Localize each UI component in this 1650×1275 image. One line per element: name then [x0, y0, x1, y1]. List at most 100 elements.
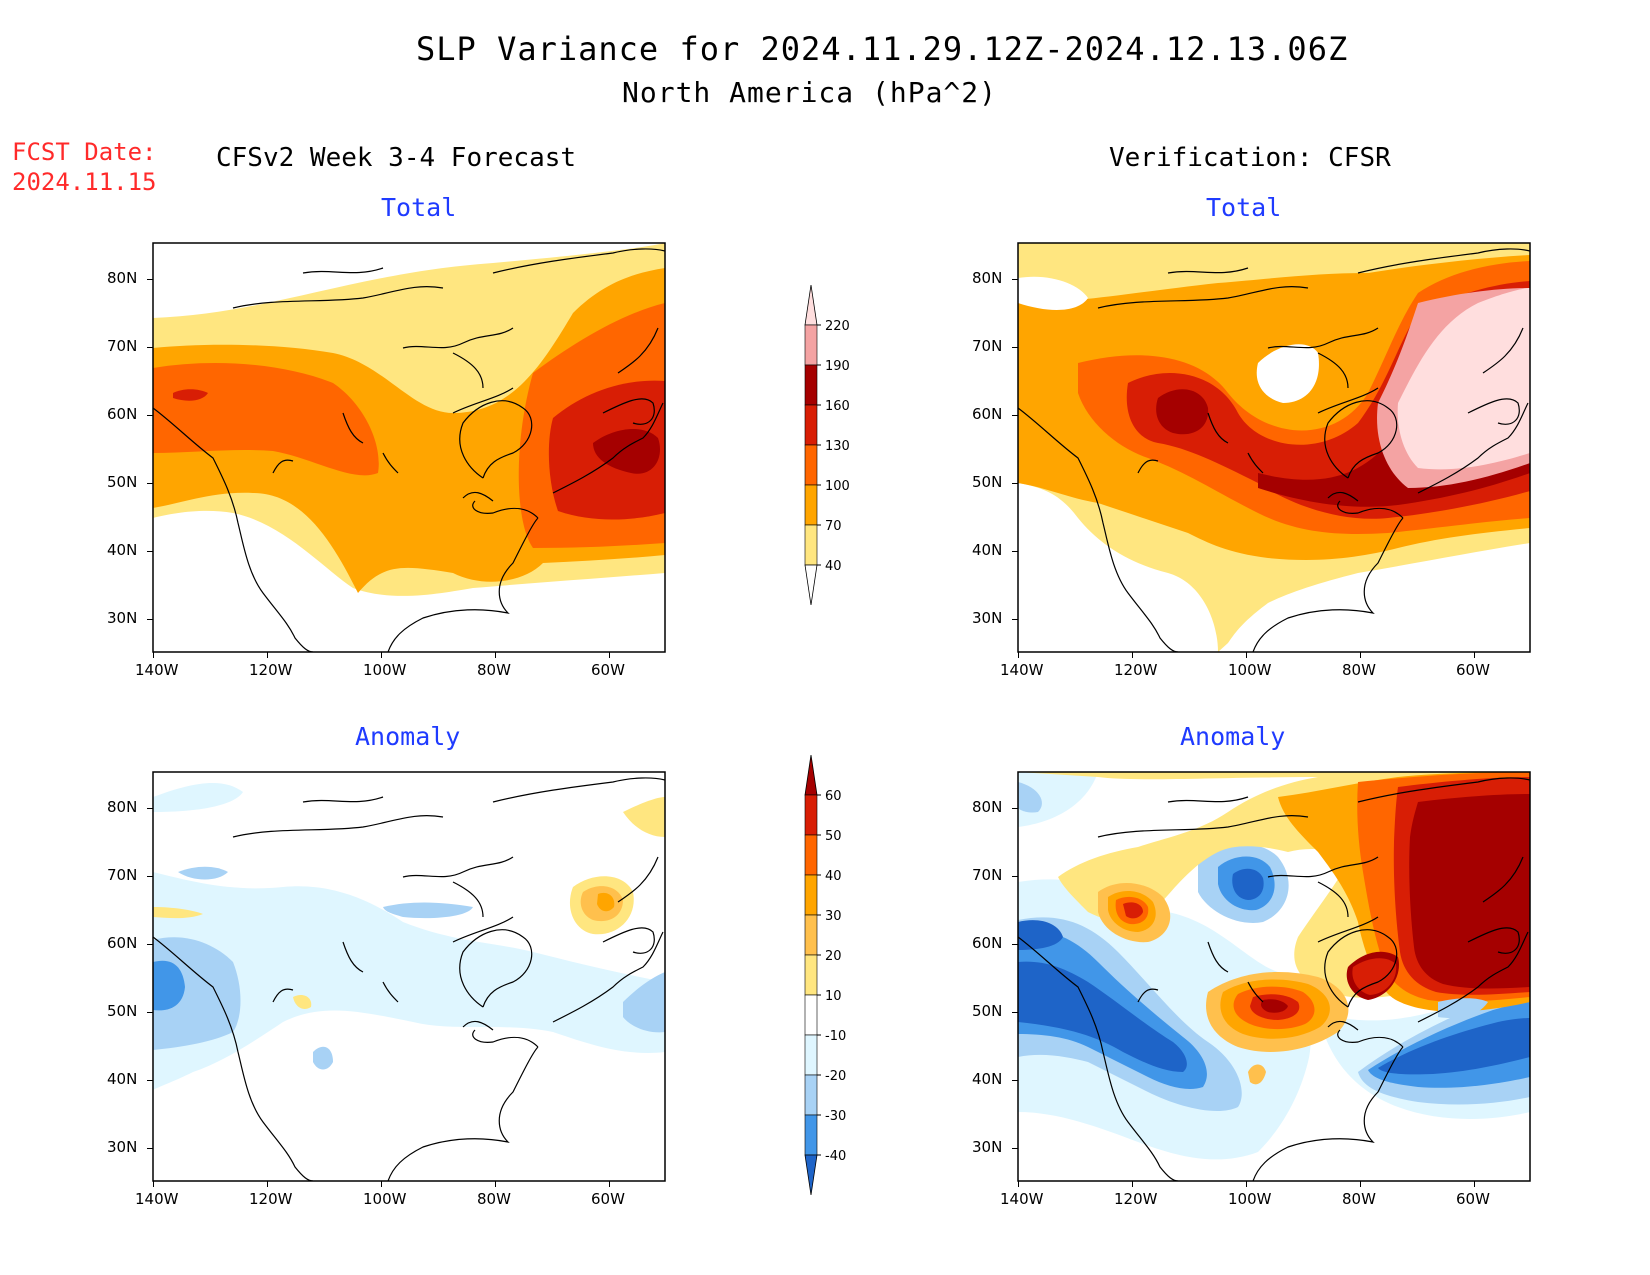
lat-tick-label: 50N — [972, 473, 1003, 491]
colorbar-anomaly-swatch — [804, 794, 818, 836]
map-subtitle: North America (hPa^2) — [622, 76, 998, 109]
lon-tick-label: 100W — [363, 1190, 407, 1208]
lon-tick-label: 60W — [1456, 661, 1490, 679]
lat-tick-mark — [147, 808, 153, 809]
colorbar-total-label: 160 — [825, 399, 850, 414]
lat-tick-mark — [1012, 347, 1018, 348]
lat-tick-mark — [1012, 1148, 1018, 1149]
lat-tick-label: 30N — [972, 1138, 1003, 1156]
colorbar-anomaly-swatch — [804, 914, 818, 956]
lat-tick-label: 60N — [107, 934, 138, 952]
lat-tick-label: 30N — [107, 1138, 138, 1156]
lon-tick-label: 60W — [591, 661, 625, 679]
lat-tick-mark — [147, 1148, 153, 1149]
lon-tick-mark — [609, 652, 610, 658]
lat-tick-label: 60N — [972, 405, 1003, 423]
colorbar-total-swatch — [804, 524, 818, 566]
lon-tick-label: 60W — [591, 1190, 625, 1208]
colorbar-total-swatch — [804, 404, 818, 446]
lon-tick-label: 80W — [1342, 1190, 1376, 1208]
lat-tick-mark — [1012, 944, 1018, 945]
colorbar-anomaly: 60 50 40 30 20 10 -10 -20 -30 -40 — [804, 754, 846, 1196]
lat-tick-mark — [1012, 483, 1018, 484]
colorbar-total-swatch — [804, 364, 818, 406]
lon-tick-label: 100W — [363, 661, 407, 679]
lon-tick-mark — [267, 652, 268, 658]
lon-tick-mark — [1360, 1181, 1361, 1187]
lon-tick-label: 60W — [1456, 1190, 1490, 1208]
lat-tick-mark — [1012, 415, 1018, 416]
lat-tick-label: 40N — [972, 541, 1003, 559]
colorbar-anomaly-label: -20 — [825, 1069, 846, 1084]
colorbar-anomaly-swatch — [804, 994, 818, 1036]
ver-total-title: Total — [1206, 193, 1282, 222]
colorbar-total-swatch — [804, 324, 818, 366]
lat-tick-label: 80N — [972, 269, 1003, 287]
lon-tick-label: 100W — [1228, 1190, 1272, 1208]
fc-anomaly-title: Anomaly — [355, 722, 461, 751]
colorbar-total-label: 220 — [825, 319, 850, 334]
lon-tick-mark — [1474, 1181, 1475, 1187]
forecast-column-title: CFSv2 Week 3-4 Forecast — [216, 143, 577, 173]
lon-tick-label: 120W — [1114, 661, 1158, 679]
colorbar-total-label: 190 — [825, 359, 850, 374]
colorbar-anomaly-label: -40 — [825, 1149, 846, 1164]
lon-tick-mark — [1018, 652, 1019, 658]
colorbar-anomaly-label: 20 — [825, 949, 842, 964]
colorbar-anomaly-label: -30 — [825, 1109, 846, 1124]
lat-tick-label: 70N — [107, 337, 138, 355]
lat-tick-mark — [1012, 808, 1018, 809]
fcst-date-value: 2024.11.15 — [12, 168, 157, 196]
lat-tick-mark — [1012, 279, 1018, 280]
lon-tick-label: 120W — [249, 1190, 293, 1208]
colorbar-anomaly-label: -10 — [825, 1029, 846, 1044]
lat-tick-label: 70N — [972, 866, 1003, 884]
colorbar-anomaly-label: 40 — [825, 869, 842, 884]
colorbar-anomaly-swatch — [804, 1034, 818, 1076]
lon-tick-mark — [1474, 652, 1475, 658]
lon-tick-mark — [267, 1181, 268, 1187]
colorbar-total-swatch — [804, 444, 818, 486]
lon-tick-mark — [495, 652, 496, 658]
lat-tick-mark — [147, 876, 153, 877]
map-title: SLP Variance for 2024.11.29.12Z-2024.12.… — [416, 30, 1349, 68]
colorbar-anomaly-label: 30 — [825, 909, 842, 924]
lon-tick-label: 140W — [1000, 1190, 1044, 1208]
lat-tick-label: 80N — [107, 798, 138, 816]
lat-tick-mark — [1012, 876, 1018, 877]
lat-tick-mark — [147, 944, 153, 945]
lon-tick-label: 80W — [1342, 661, 1376, 679]
colorbar-total-label: 70 — [825, 519, 842, 534]
lon-tick-mark — [495, 1181, 496, 1187]
lat-tick-label: 50N — [107, 1002, 138, 1020]
lat-tick-mark — [1012, 551, 1018, 552]
lon-tick-label: 80W — [477, 661, 511, 679]
colorbar-anomaly-swatch — [804, 954, 818, 996]
lon-tick-mark — [1018, 1181, 1019, 1187]
lon-tick-mark — [153, 1181, 154, 1187]
lat-tick-mark — [147, 483, 153, 484]
lon-tick-mark — [153, 652, 154, 658]
ver-total-map — [1017, 242, 1531, 653]
colorbar-anomaly-label: 10 — [825, 989, 842, 1004]
lon-tick-label: 100W — [1228, 661, 1272, 679]
lat-tick-mark — [147, 551, 153, 552]
lat-tick-label: 50N — [107, 473, 138, 491]
fc-anomaly-map — [152, 771, 666, 1182]
lat-tick-label: 80N — [107, 269, 138, 287]
colorbar-anomaly-swatch — [804, 1114, 818, 1156]
colorbar-anomaly-bottom-cap — [804, 1154, 818, 1196]
fc-total-title: Total — [381, 193, 457, 222]
lat-tick-label: 30N — [107, 609, 138, 627]
lat-tick-mark — [1012, 1080, 1018, 1081]
colorbar-total-label: 40 — [825, 559, 842, 574]
lon-tick-mark — [1132, 652, 1133, 658]
lat-tick-mark — [147, 279, 153, 280]
ver-anomaly-title: Anomaly — [1180, 722, 1286, 751]
lat-tick-mark — [147, 347, 153, 348]
fcst-date-label: FCST Date: — [12, 138, 157, 166]
lat-tick-label: 30N — [972, 609, 1003, 627]
colorbar-total-label: 130 — [825, 439, 850, 454]
lon-tick-mark — [381, 652, 382, 658]
lon-tick-label: 80W — [477, 1190, 511, 1208]
